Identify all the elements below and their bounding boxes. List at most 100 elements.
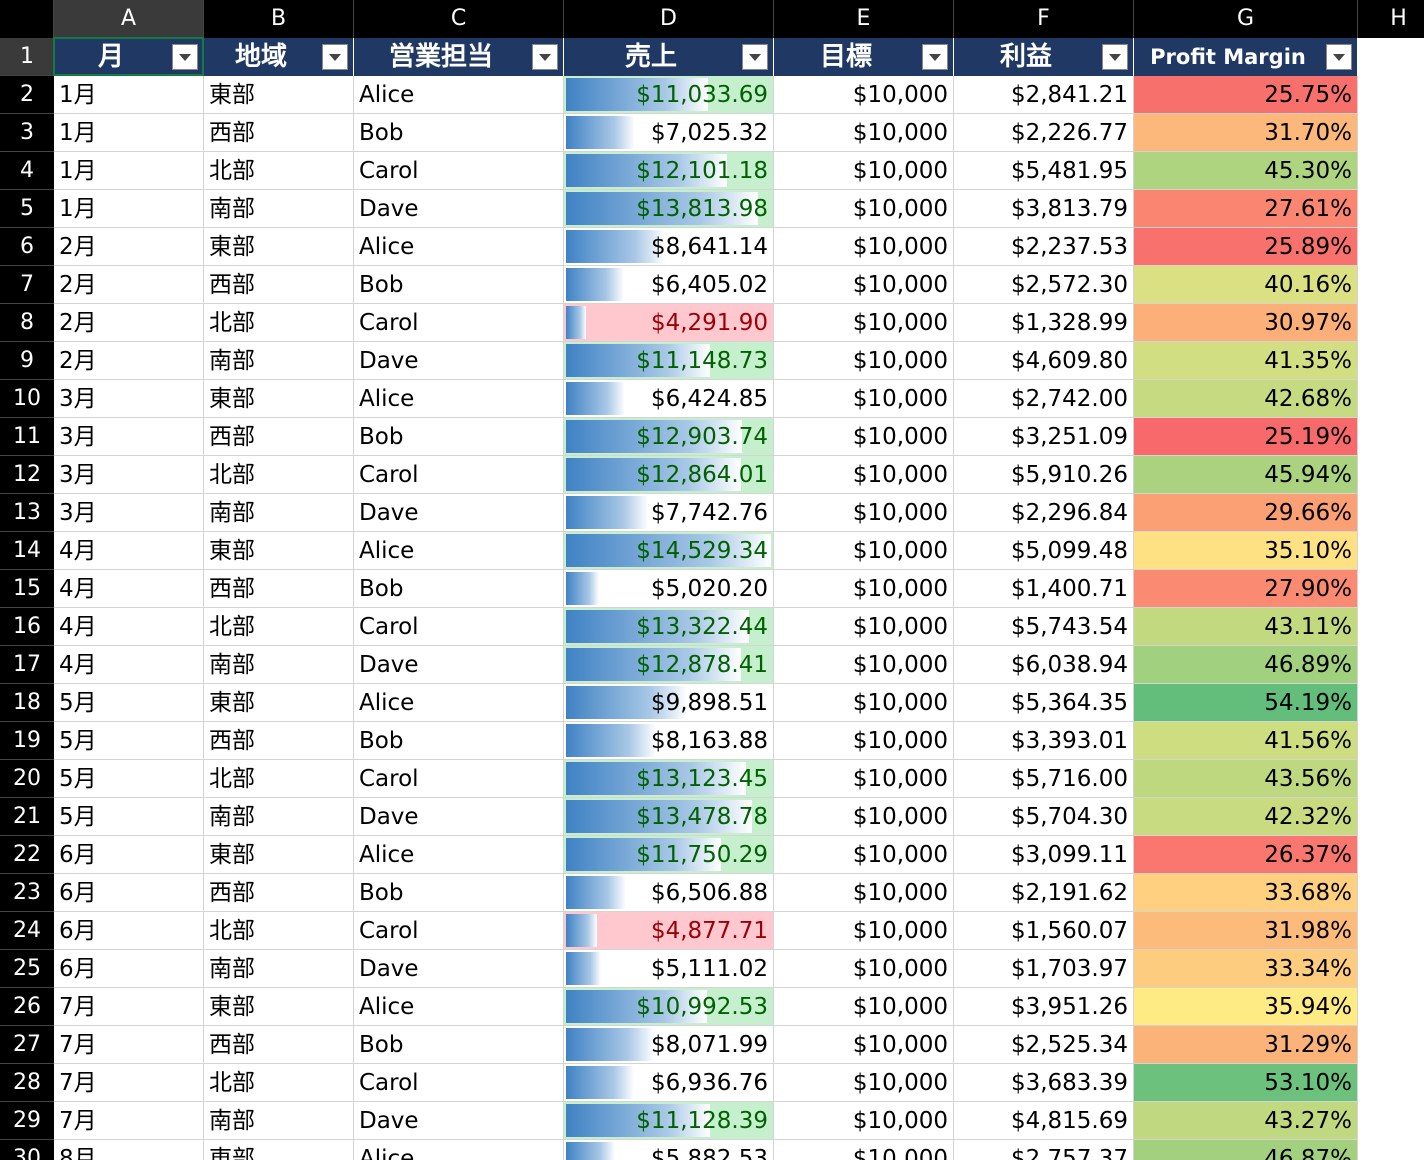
cell[interactable]: $1,400.71 (954, 570, 1134, 608)
column-letter[interactable]: A (54, 0, 204, 38)
cell[interactable] (1358, 874, 1424, 912)
cell[interactable]: 4月 (54, 532, 204, 570)
cell[interactable]: 北部 (204, 912, 354, 950)
row-number[interactable]: 22 (0, 836, 54, 874)
cell[interactable]: $10,000 (774, 608, 954, 646)
cell[interactable]: 33.34% (1134, 950, 1358, 988)
filter-button[interactable] (1326, 44, 1352, 70)
cell[interactable] (1358, 228, 1424, 266)
cell[interactable]: $10,000 (774, 342, 954, 380)
cell[interactable]: $12,903.74 (564, 418, 774, 456)
cell[interactable]: $2,296.84 (954, 494, 1134, 532)
cell[interactable]: $2,757.37 (954, 1140, 1134, 1160)
cell[interactable] (1358, 798, 1424, 836)
cell[interactable]: $3,951.26 (954, 988, 1134, 1026)
cell[interactable]: $13,123.45 (564, 760, 774, 798)
cell[interactable]: $8,071.99 (564, 1026, 774, 1064)
cell[interactable] (1358, 684, 1424, 722)
cell[interactable] (1358, 190, 1424, 228)
cell[interactable]: $10,000 (774, 1140, 954, 1160)
cell[interactable]: $2,226.77 (954, 114, 1134, 152)
cell[interactable] (1358, 76, 1424, 114)
filter-button[interactable] (922, 44, 948, 70)
cell[interactable]: 西部 (204, 874, 354, 912)
cell[interactable]: Alice (354, 836, 564, 874)
cell[interactable]: $5,111.02 (564, 950, 774, 988)
row-number[interactable]: 17 (0, 646, 54, 684)
cell[interactable]: 33.68% (1134, 874, 1358, 912)
cell[interactable]: 西部 (204, 266, 354, 304)
cell[interactable]: 西部 (204, 722, 354, 760)
cell[interactable]: $10,000 (774, 532, 954, 570)
cell[interactable]: 1月 (54, 76, 204, 114)
cell[interactable]: 25.75% (1134, 76, 1358, 114)
cell[interactable]: $10,992.53 (564, 988, 774, 1026)
filter-button[interactable] (172, 44, 198, 70)
cell[interactable]: $10,000 (774, 190, 954, 228)
cell[interactable]: 西部 (204, 570, 354, 608)
cell[interactable]: Bob (354, 1026, 564, 1064)
column-letter[interactable]: H (1358, 0, 1424, 38)
cell[interactable] (1358, 608, 1424, 646)
row-number[interactable]: 8 (0, 304, 54, 342)
cell[interactable]: Alice (354, 76, 564, 114)
cell[interactable] (1358, 1064, 1424, 1102)
cell[interactable]: 南部 (204, 342, 354, 380)
cell[interactable]: 53.10% (1134, 1064, 1358, 1102)
filter-button[interactable] (1102, 44, 1128, 70)
cell[interactable]: 南部 (204, 494, 354, 532)
filter-button[interactable] (322, 44, 348, 70)
cell[interactable]: $5,910.26 (954, 456, 1134, 494)
cell[interactable]: 25.89% (1134, 228, 1358, 266)
cell[interactable]: $10,000 (774, 1026, 954, 1064)
row-number[interactable]: 15 (0, 570, 54, 608)
cell[interactable]: 6月 (54, 950, 204, 988)
cell[interactable] (1358, 836, 1424, 874)
cell[interactable]: $5,743.54 (954, 608, 1134, 646)
cell[interactable] (1358, 988, 1424, 1026)
cell[interactable]: $10,000 (774, 1064, 954, 1102)
cell[interactable]: 7月 (54, 1102, 204, 1140)
cell[interactable]: 東部 (204, 532, 354, 570)
row-number[interactable]: 14 (0, 532, 54, 570)
cell[interactable]: 27.61% (1134, 190, 1358, 228)
row-number[interactable]: 30 (0, 1140, 54, 1160)
cell[interactable]: $5,882.53 (564, 1140, 774, 1160)
cell[interactable]: $5,099.48 (954, 532, 1134, 570)
cell[interactable]: 35.94% (1134, 988, 1358, 1026)
row-number[interactable]: 12 (0, 456, 54, 494)
cell[interactable]: 42.32% (1134, 798, 1358, 836)
cell[interactable]: $4,609.80 (954, 342, 1134, 380)
cell[interactable]: $1,328.99 (954, 304, 1134, 342)
filter-button[interactable] (742, 44, 768, 70)
cell[interactable]: 西部 (204, 1026, 354, 1064)
column-letter[interactable]: F (954, 0, 1134, 38)
cell[interactable]: Dave (354, 494, 564, 532)
row-number[interactable]: 9 (0, 342, 54, 380)
cell[interactable]: 5月 (54, 722, 204, 760)
row-number[interactable]: 11 (0, 418, 54, 456)
cell[interactable]: $10,000 (774, 266, 954, 304)
cell[interactable]: $10,000 (774, 228, 954, 266)
cell[interactable]: $11,033.69 (564, 76, 774, 114)
cell[interactable]: 27.90% (1134, 570, 1358, 608)
cell[interactable]: Carol (354, 760, 564, 798)
row-number[interactable]: 7 (0, 266, 54, 304)
cell[interactable]: Bob (354, 418, 564, 456)
cell[interactable]: 7月 (54, 1026, 204, 1064)
cell[interactable]: $6,424.85 (564, 380, 774, 418)
cell[interactable]: 西部 (204, 114, 354, 152)
cell[interactable]: Carol (354, 304, 564, 342)
cell[interactable]: 31.29% (1134, 1026, 1358, 1064)
cell[interactable]: $3,813.79 (954, 190, 1134, 228)
cell[interactable]: $10,000 (774, 874, 954, 912)
cell[interactable]: 西部 (204, 418, 354, 456)
cell[interactable]: $10,000 (774, 760, 954, 798)
cell[interactable]: $5,364.35 (954, 684, 1134, 722)
cell[interactable]: Bob (354, 266, 564, 304)
cell[interactable]: 6月 (54, 836, 204, 874)
cell[interactable]: 7月 (54, 988, 204, 1026)
row-number[interactable]: 20 (0, 760, 54, 798)
cell[interactable]: $12,101.18 (564, 152, 774, 190)
cell[interactable]: $10,000 (774, 304, 954, 342)
